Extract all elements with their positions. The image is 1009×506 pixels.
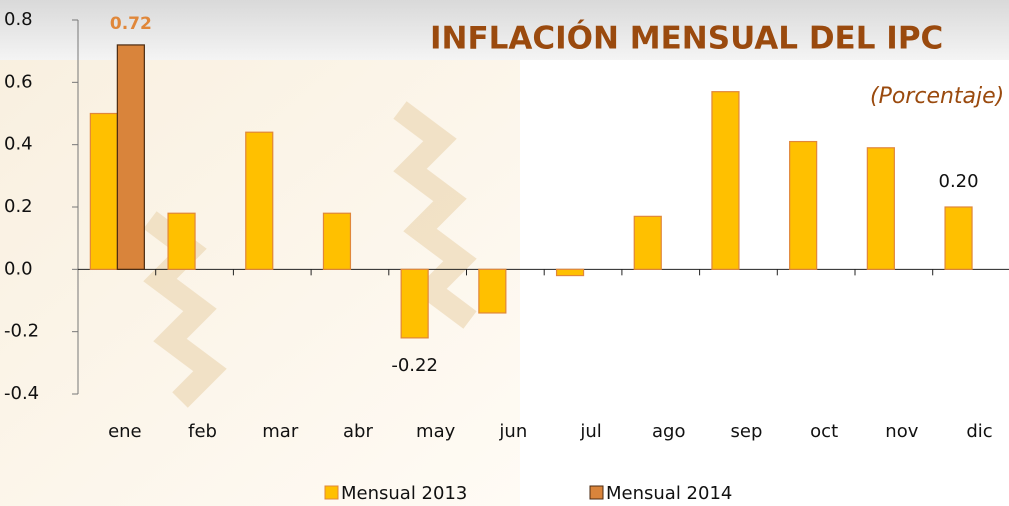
data-label: 0.20: [939, 171, 979, 192]
x-tick-label: sep: [731, 421, 763, 442]
bar: [246, 132, 273, 269]
x-tick-label: mar: [262, 421, 299, 442]
x-tick-label: ago: [652, 421, 685, 442]
y-tick-label: 0.8: [4, 9, 33, 30]
bar: [117, 45, 144, 269]
bar: [323, 213, 350, 269]
x-tick-label: ene: [108, 421, 142, 442]
legend-label: Mensual 2013: [341, 483, 467, 504]
x-tick-label: nov: [885, 421, 918, 442]
data-label: -0.22: [391, 355, 438, 376]
chart: INFLACIÓN MENSUAL DEL IPC (Porcentaje) -…: [0, 0, 1009, 506]
x-tick-label: dic: [966, 421, 992, 442]
legend-swatch: [590, 486, 603, 499]
bar: [945, 207, 972, 269]
y-tick-label: 0.0: [4, 258, 33, 279]
y-tick-label: 0.4: [4, 134, 33, 155]
data-label: 0.72: [110, 14, 152, 34]
bar: [557, 269, 584, 275]
legend-swatch: [325, 486, 338, 499]
x-tick-label: oct: [810, 421, 838, 442]
bar: [867, 148, 894, 270]
x-tick-label: jun: [498, 421, 527, 442]
x-tick-label: may: [416, 421, 456, 442]
x-tick-label: feb: [188, 421, 217, 442]
chart-subtitle: (Porcentaje): [870, 84, 1004, 109]
y-tick-label: 0.2: [4, 196, 33, 217]
bar: [168, 213, 195, 269]
y-tick-label: -0.2: [4, 321, 39, 342]
x-tick-label: abr: [343, 421, 373, 442]
legend-label: Mensual 2014: [606, 483, 732, 504]
bar: [90, 114, 117, 270]
bar: [634, 216, 661, 269]
bar: [479, 269, 506, 313]
x-tick-label: jul: [579, 421, 601, 442]
y-tick-label: -0.4: [4, 383, 39, 404]
bar: [401, 269, 428, 338]
bar: [712, 92, 739, 270]
chart-title: INFLACIÓN MENSUAL DEL IPC: [430, 20, 943, 57]
y-tick-label: 0.6: [4, 71, 33, 92]
bar: [790, 142, 817, 270]
